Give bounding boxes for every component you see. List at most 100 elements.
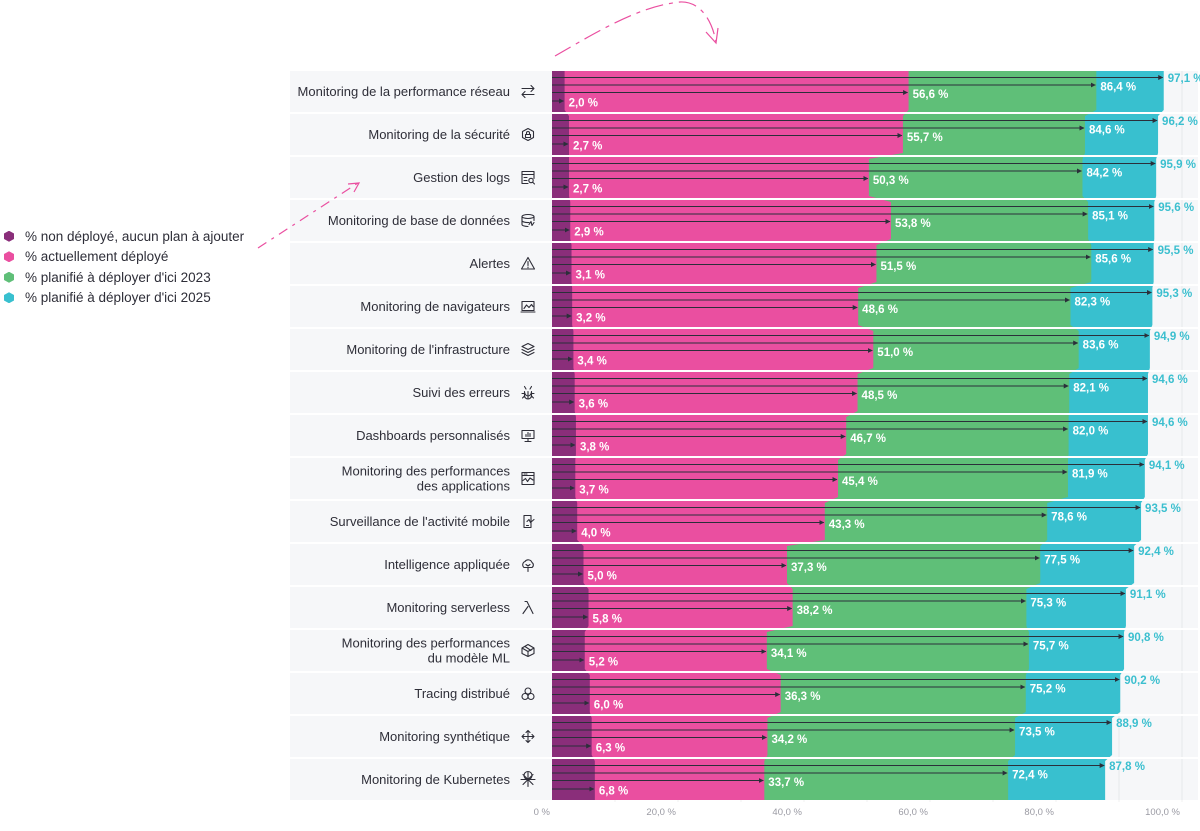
value-label-planned_2023: 86,4 % — [1100, 82, 1136, 94]
legend-swatch-icon — [4, 230, 14, 242]
value-label-not_deployed: 3,1 % — [576, 270, 605, 282]
kubernetes-wheel-icon — [520, 770, 536, 788]
category-label: Monitoring synthétique — [379, 729, 510, 744]
row-gap — [552, 284, 1188, 286]
legend-arrowhead-icon — [347, 182, 361, 193]
value-label-not_deployed: 5,0 % — [588, 571, 617, 583]
value-label-not_deployed: 3,6 % — [579, 399, 608, 411]
value-label-planned_2023: 85,6 % — [1095, 254, 1131, 266]
category-label: Tracing distribué — [414, 686, 510, 701]
x-tick-label: 20,0 % — [646, 807, 676, 818]
legend-label: % planifié à déployer d'ici 2023 — [25, 269, 211, 285]
decorative-arrows — [257, 1, 719, 249]
value-label-planned_2025: 97,1 % — [1168, 73, 1200, 85]
category-label: du modèle ML — [428, 651, 510, 666]
value-label-planned_2025: 94,9 % — [1154, 331, 1190, 343]
value-label-not_deployed: 2,7 % — [573, 184, 602, 196]
row-gap — [552, 757, 1188, 759]
value-label-not_deployed: 3,4 % — [577, 356, 606, 368]
value-label-planned_2025: 96,2 % — [1162, 116, 1198, 128]
value-label-planned_2025: 87,8 % — [1109, 761, 1145, 773]
bug-icon — [521, 385, 535, 400]
value-label-planned_2023: 85,1 % — [1092, 211, 1128, 223]
value-label-deployed: 48,6 % — [862, 304, 898, 316]
row-gap — [552, 585, 1188, 587]
row-gap — [552, 671, 1188, 673]
value-label-deployed: 53,8 % — [895, 218, 931, 230]
series-area-deployed — [552, 71, 909, 800]
legend-arrow-icon — [257, 182, 359, 249]
value-label-deployed: 48,5 % — [862, 390, 898, 402]
warning-triangle-icon — [520, 256, 536, 270]
cloud-brain-icon — [522, 559, 534, 573]
value-label-planned_2023: 78,6 % — [1051, 512, 1087, 524]
value-label-planned_2023: 75,2 % — [1030, 684, 1066, 696]
app-performance-icon — [521, 471, 535, 486]
row-gap — [552, 456, 1188, 458]
value-label-deployed: 37,3 % — [791, 562, 827, 574]
row-gap — [552, 155, 1188, 157]
value-label-planned_2023: 75,3 % — [1030, 598, 1066, 610]
x-tick-label: 80,0 % — [1024, 807, 1054, 818]
category-label: Intelligence appliquée — [384, 557, 510, 572]
value-label-planned_2023: 75,7 % — [1033, 641, 1069, 653]
value-label-deployed: 56,6 % — [913, 89, 949, 101]
x-tick-label: 0 % — [534, 807, 551, 818]
x-tick-label: 40,0 % — [772, 807, 802, 818]
category-label: Monitoring de base de données — [328, 213, 511, 228]
browser-chart-icon — [520, 300, 536, 313]
category-label: Monitoring de Kubernetes — [361, 772, 510, 787]
value-label-deployed: 45,4 % — [842, 476, 878, 488]
row-gap — [552, 413, 1188, 415]
category-label: Monitoring serverless — [386, 600, 510, 615]
value-label-planned_2025: 92,4 % — [1138, 546, 1174, 558]
value-label-planned_2023: 81,9 % — [1072, 469, 1108, 481]
value-label-not_deployed: 5,2 % — [589, 657, 618, 669]
curved-arrow-icon — [554, 1, 717, 57]
synthetic-arrows-icon — [521, 729, 535, 744]
legend: % non déployé, aucun plan à ajouter % ac… — [4, 226, 244, 308]
category-label: Monitoring des performances — [342, 636, 511, 651]
value-label-not_deployed: 2,7 % — [573, 141, 602, 153]
curved-arrowhead-icon — [705, 27, 719, 45]
category-label: Monitoring de navigateurs — [360, 299, 510, 314]
dashboard-monitor-icon — [521, 429, 535, 443]
legend-swatch-icon — [4, 251, 14, 263]
legend-swatch-icon — [4, 292, 14, 304]
row-gap — [552, 241, 1188, 243]
legend-label: % non déployé, aucun plan à ajouter — [25, 228, 245, 244]
value-label-deployed: 51,0 % — [877, 347, 913, 359]
value-label-not_deployed: 3,7 % — [579, 485, 608, 497]
value-label-planned_2025: 94,6 % — [1152, 417, 1188, 429]
value-label-not_deployed: 3,2 % — [576, 313, 605, 325]
value-label-planned_2025: 88,9 % — [1116, 718, 1152, 730]
value-label-deployed: 43,3 % — [829, 519, 865, 531]
legend-label: % planifié à déployer d'ici 2025 — [25, 290, 211, 306]
value-label-planned_2025: 90,2 % — [1124, 675, 1160, 687]
value-label-planned_2025: 90,8 % — [1128, 632, 1164, 644]
legend-label: % actuellement déployé — [25, 249, 169, 265]
row-gap — [552, 542, 1188, 544]
row-gap — [552, 370, 1188, 372]
category-label: Monitoring de la performance réseau — [298, 84, 510, 99]
row-gap — [552, 327, 1188, 329]
row-gap — [552, 628, 1188, 630]
value-label-planned_2025: 95,3 % — [1156, 288, 1192, 300]
value-label-planned_2025: 95,6 % — [1158, 202, 1194, 214]
value-label-not_deployed: 6,3 % — [596, 743, 625, 755]
value-label-planned_2023: 82,0 % — [1073, 426, 1109, 438]
category-label: Dashboards personnalisés — [356, 428, 510, 443]
value-label-deployed: 55,7 % — [907, 132, 943, 144]
value-label-not_deployed: 6,0 % — [594, 700, 623, 712]
network-arrows-icon — [521, 84, 535, 99]
row-gap — [552, 714, 1188, 716]
value-label-deployed: 50,3 % — [873, 175, 909, 187]
category-label: Surveillance de l'activité mobile — [330, 514, 510, 529]
value-label-not_deployed: 2,0 % — [569, 98, 598, 110]
database-icon — [521, 213, 535, 228]
value-label-not_deployed: 2,9 % — [574, 227, 603, 239]
category-label: Gestion des logs — [413, 170, 510, 185]
ml-cube-icon — [521, 643, 535, 658]
row-gap — [552, 112, 1188, 114]
